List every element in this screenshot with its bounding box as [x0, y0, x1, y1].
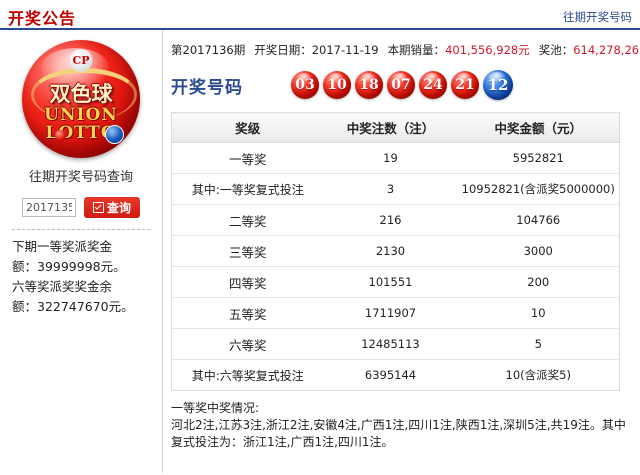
cell-count: 12485113	[323, 328, 458, 360]
issue-number: 第2017136期	[171, 43, 246, 57]
cell-count: 19	[323, 142, 458, 174]
china-sports-lottery-icon: CP	[69, 49, 93, 72]
first-prize-footnote: 一等奖中奖情况: 河北2注,江苏3注,浙江2注,安徽4注,广西1注,四川1注,陕…	[171, 400, 634, 451]
top-bar: 开奖公告 往期开奖号码	[0, 0, 640, 30]
cell-amount: 3000	[457, 235, 620, 267]
cell-grade: 四等奖	[171, 266, 324, 298]
cell-grade: 其中:六等奖复式投注	[171, 359, 324, 391]
cell-grade: 五等奖	[171, 297, 324, 329]
table-row: 六等奖 12485113 5	[171, 328, 620, 360]
prize-table: 奖级 中奖注数（注） 中奖金额（元） 一等奖 19 5952821 其中:一等奖…	[171, 112, 620, 391]
page-body: CP 双色球 UNION LOTTO 往期开奖号码查询 查询 下期一等奖派奖金 …	[0, 30, 640, 473]
past-draw-numbers-link[interactable]: 往期开奖号码	[563, 10, 632, 24]
table-row: 其中:一等奖复式投注 3 10952821(含派奖5000000)	[171, 173, 620, 205]
table-row: 二等奖 216 104766	[171, 204, 620, 236]
sidebar-divider	[12, 229, 150, 230]
blue-ball: 12	[483, 70, 513, 100]
prize-table-body: 一等奖 19 5952821 其中:一等奖复式投注 3 10952821(含派奖…	[171, 142, 620, 391]
header-count: 中奖注数（注）	[323, 112, 458, 143]
notice-line-4: 额：322747670元。	[12, 299, 134, 314]
notice-line-2: 额：39999998元。	[12, 259, 126, 274]
table-row: 四等奖 101551 200	[171, 266, 620, 298]
page-title: 开奖公告	[8, 9, 77, 28]
winning-numbers-label: 开奖号码	[171, 77, 243, 98]
cell-amount: 10952821(含派奖5000000)	[457, 173, 620, 205]
winning-numbers-balls: 03 10 18 07 24 21 12	[291, 70, 513, 100]
logo-red-dot-icon	[55, 129, 67, 141]
pool-label: 奖池：	[538, 43, 574, 57]
cell-amount: 5952821	[457, 142, 620, 174]
cell-amount: 5	[457, 328, 620, 360]
bonus-notice: 下期一等奖派奖金 额：39999998元。 六等奖派奖奖金余 额：3227476…	[12, 237, 152, 317]
draw-info-bar: 第2017136期 开奖日期：2017-11-19 本期销量：401,556,928…	[171, 42, 640, 58]
cell-grade: 其中:一等奖复式投注	[171, 173, 324, 205]
query-section-title: 往期开奖号码查询	[28, 170, 133, 185]
cell-amount: 200	[457, 266, 620, 298]
footnote-body: 河北2注,江苏3注,浙江2注,安徽4注,广西1注,四川1注,陕西1注,深圳5注,…	[171, 418, 626, 449]
footnote-title: 一等奖中奖情况:	[171, 401, 260, 415]
logo-blue-dot-icon	[104, 124, 124, 144]
query-button[interactable]: 查询	[83, 197, 140, 218]
red-ball: 24	[419, 71, 447, 99]
query-form: 查询	[0, 197, 162, 218]
cell-amount: 10(含派奖5)	[457, 359, 620, 391]
table-row: 一等奖 19 5952821	[171, 142, 620, 174]
cell-grade: 二等奖	[171, 204, 324, 236]
table-header-row: 奖级 中奖注数（注） 中奖金额（元）	[171, 112, 620, 143]
sales-value: 401,556,928元	[445, 43, 530, 57]
table-row: 其中:六等奖复式投注 6395144 10(含派奖5)	[171, 359, 620, 391]
pool-value: 614,278,265元	[573, 43, 640, 57]
header-amount: 中奖金额（元）	[457, 112, 620, 143]
table-row: 三等奖 2130 3000	[171, 235, 620, 267]
table-row: 五等奖 1711907 10	[171, 297, 620, 329]
red-ball: 03	[291, 71, 319, 99]
search-icon	[92, 202, 104, 213]
sales-label: 本期销量：	[387, 43, 446, 57]
draw-date-label: 开奖日期：	[254, 43, 312, 57]
cell-count: 2130	[323, 235, 458, 267]
notice-line-3: 六等奖派奖奖金余	[12, 279, 113, 294]
cell-grade: 六等奖	[171, 328, 324, 360]
issue-number-input[interactable]	[21, 198, 76, 217]
notice-line-1: 下期一等奖派奖金	[12, 239, 113, 254]
query-button-label: 查询	[106, 201, 131, 215]
logo-ball-shape: CP 双色球 UNION LOTTO	[22, 40, 140, 158]
logo-chinese-name: 双色球	[49, 81, 113, 106]
red-ball: 07	[387, 71, 415, 99]
union-lotto-logo: CP 双色球 UNION LOTTO	[22, 40, 140, 158]
cell-count: 6395144	[323, 359, 458, 391]
red-ball: 18	[355, 71, 383, 99]
red-ball: 21	[451, 71, 479, 99]
main-content: 第2017136期 开奖日期：2017-11-19 本期销量：401,556,928…	[163, 30, 640, 473]
cell-grade: 一等奖	[171, 142, 324, 174]
cell-grade: 三等奖	[171, 235, 324, 267]
logo-english-line1: UNION	[44, 104, 118, 125]
cell-count: 101551	[323, 266, 458, 298]
cell-count: 3	[323, 173, 458, 205]
cell-amount: 10	[457, 297, 620, 329]
cell-amount: 104766	[457, 204, 620, 236]
cell-count: 1711907	[323, 297, 458, 329]
winning-numbers-row: 开奖号码 03 10 18 07 24 21 12	[171, 70, 634, 100]
header-grade: 奖级	[171, 112, 324, 143]
cell-count: 216	[323, 204, 458, 236]
draw-date-value: 2017-11-19	[311, 43, 379, 57]
red-ball: 10	[323, 71, 351, 99]
sidebar: CP 双色球 UNION LOTTO 往期开奖号码查询 查询 下期一等奖派奖金 …	[0, 30, 163, 473]
